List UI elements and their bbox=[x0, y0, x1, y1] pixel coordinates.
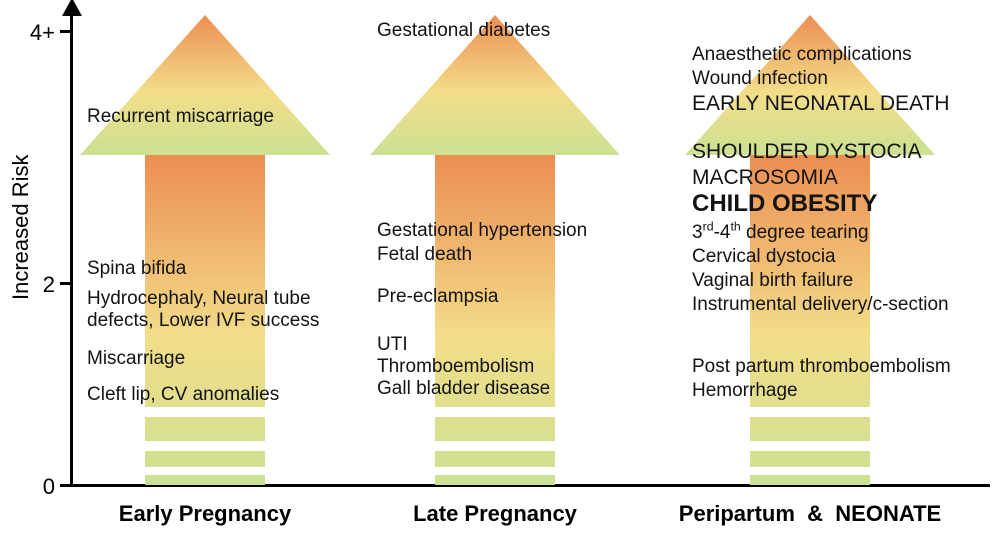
risk-label: Cervical dystocia bbox=[692, 246, 836, 268]
y-tick-label: 0 bbox=[43, 474, 55, 500]
risk-label: UTI bbox=[377, 334, 408, 356]
y-axis-arrowhead-icon bbox=[62, 0, 82, 16]
risk-label: Spina bifida bbox=[87, 258, 186, 280]
risk-label: CHILD OBESITY bbox=[692, 190, 877, 218]
risk-label: Hemorrhage bbox=[692, 380, 798, 402]
column-title: Early Pregnancy bbox=[119, 501, 291, 527]
y-tick-label: 4+ bbox=[30, 20, 55, 46]
risk-label: Gall bladder disease bbox=[377, 378, 550, 400]
risk-label: Recurrent miscarriage bbox=[87, 106, 274, 128]
risk-label: 3rd-4th degree tearing bbox=[692, 222, 869, 244]
column-early: Recurrent miscarriage Spina bifida Hydroce… bbox=[80, 0, 330, 539]
y-tick bbox=[60, 282, 73, 285]
risk-label: Miscarriage bbox=[87, 348, 185, 370]
risk-label: Vaginal birth failure bbox=[692, 270, 853, 292]
column-title: Late Pregnancy bbox=[413, 501, 577, 527]
risk-label: Fetal death bbox=[377, 244, 472, 266]
risk-label: Thromboembolism bbox=[377, 356, 534, 378]
arrow-icon bbox=[80, 0, 330, 485]
y-axis-title: Increased Risk bbox=[8, 154, 34, 300]
arrow-icon bbox=[370, 0, 620, 485]
risk-label: Cleft lip, CV anomalies bbox=[87, 384, 279, 406]
risk-label: defects, Lower IVF success bbox=[87, 310, 319, 332]
column-title: Peripartum & NEONATE bbox=[679, 501, 941, 527]
risk-label: Gestational diabetes bbox=[377, 20, 550, 42]
risk-chart: Increased Risk 0 2 4+ Recurrent miscarriag… bbox=[0, 0, 1000, 539]
risk-label: MACROSOMIA bbox=[692, 166, 838, 190]
y-tick bbox=[60, 30, 73, 33]
risk-label: Gestational hypertension bbox=[377, 220, 587, 242]
risk-label: Instrumental delivery/c-section bbox=[692, 294, 949, 316]
risk-label: Wound infection bbox=[692, 68, 828, 90]
y-axis-line bbox=[70, 5, 73, 487]
risk-label: Hydrocephaly, Neural tube bbox=[87, 288, 311, 310]
risk-label: Post partum thromboembolism bbox=[692, 356, 951, 378]
risk-label: EARLY NEONATAL DEATH bbox=[692, 92, 950, 116]
y-tick-label: 2 bbox=[43, 272, 55, 298]
risk-label: Pre-eclampsia bbox=[377, 286, 498, 308]
y-tick bbox=[60, 484, 73, 487]
risk-label: SHOULDER DYSTOCIA bbox=[692, 140, 922, 164]
column-late: Gestational diabetes Gestational hyperten… bbox=[370, 0, 620, 539]
column-peripartum: Anaesthetic complicationsWound infection… bbox=[685, 0, 935, 539]
risk-label: Anaesthetic complications bbox=[692, 44, 912, 66]
